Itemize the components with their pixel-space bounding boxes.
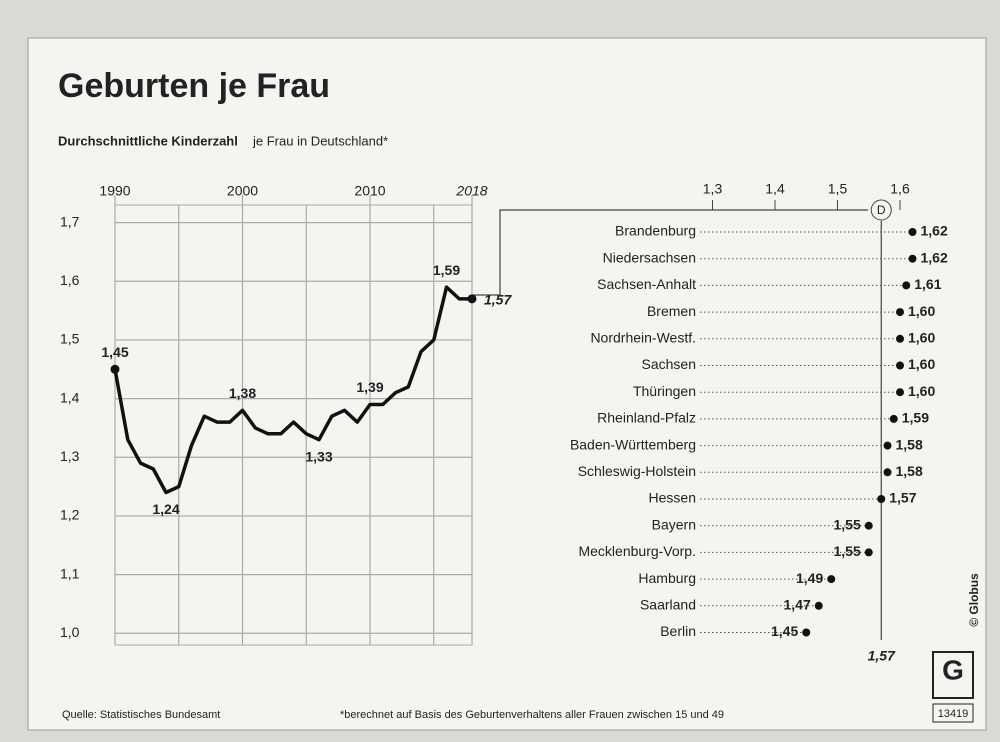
- dot: [890, 415, 898, 423]
- x-tick-label: 2018: [455, 183, 487, 199]
- category-label: Hamburg: [638, 570, 696, 586]
- category-label: Saarland: [640, 597, 696, 613]
- value-label: 1,62: [921, 249, 948, 265]
- dot: [909, 255, 917, 263]
- value-label: 1,60: [908, 303, 935, 319]
- y-tick-label: 1,1: [60, 565, 80, 581]
- reference-label: D: [877, 203, 886, 217]
- value-label: 1,59: [902, 410, 929, 426]
- y-tick-label: 1,6: [60, 272, 80, 288]
- x-tick-label: 1,3: [703, 181, 723, 197]
- end-point: [111, 365, 120, 374]
- x-tick-label: 1,4: [765, 181, 785, 197]
- category-label: Hessen: [649, 490, 696, 506]
- category-label: Rheinland-Pfalz: [597, 410, 696, 426]
- category-label: Mecklenburg-Vorp.: [578, 543, 696, 559]
- credit: © Globus: [967, 573, 981, 627]
- dot: [896, 335, 904, 343]
- dot: [896, 308, 904, 316]
- number: 13419: [938, 708, 969, 720]
- infographic: Geburten je Frau Durchschnittliche Kinde…: [0, 0, 1000, 742]
- dot: [865, 522, 873, 530]
- value-label: 1,58: [896, 436, 923, 452]
- note: *berechnet auf Basis des Geburtenverhalt…: [340, 709, 724, 721]
- title: Geburten je Frau: [58, 67, 330, 105]
- value-label: 1,38: [229, 385, 256, 401]
- dot: [877, 495, 885, 503]
- dot: [896, 362, 904, 370]
- category-label: Sachsen: [642, 356, 696, 372]
- value-label: 1,57: [484, 292, 512, 308]
- category-label: Bayern: [652, 516, 696, 532]
- dot: [902, 281, 910, 289]
- x-tick-label: 1,5: [828, 181, 848, 197]
- category-label: Bremen: [647, 303, 696, 319]
- value-label: 1,45: [771, 623, 798, 639]
- value-label: 1,60: [908, 383, 935, 399]
- x-tick-label: 1990: [99, 183, 130, 199]
- category-label: Berlin: [660, 623, 696, 639]
- dot: [884, 468, 892, 476]
- y-tick-label: 1,2: [60, 507, 80, 523]
- value-label: 1,49: [796, 570, 823, 586]
- x-tick-label: 1,6: [890, 181, 910, 197]
- page: Geburten je Frau Durchschnittliche Kinde…: [0, 0, 1000, 742]
- category-label: Nordrhein-Westf.: [590, 330, 696, 346]
- category-label: Niedersachsen: [603, 249, 696, 265]
- x-tick-label: 2000: [227, 183, 258, 199]
- y-tick-label: 1,3: [60, 448, 80, 464]
- value-label: 1,61: [914, 276, 941, 292]
- category-label: Schleswig-Holstein: [578, 463, 696, 479]
- value-label: 1,58: [896, 463, 923, 479]
- subtitle-bold: Durchschnittliche Kinderzahl: [58, 133, 238, 148]
- end-point: [468, 294, 477, 303]
- dot: [865, 548, 873, 556]
- value-label: 1,59: [433, 262, 460, 278]
- dot: [909, 228, 917, 236]
- subtitle: je Frau in Deutschland*: [252, 133, 388, 148]
- value-label: 1,62: [921, 223, 948, 239]
- value-label: 1,57: [889, 490, 916, 506]
- reference-value: 1,57: [868, 648, 896, 664]
- dot: [884, 442, 892, 450]
- dot: [815, 602, 823, 610]
- y-tick-label: 1,4: [60, 389, 80, 405]
- y-tick-label: 1,7: [60, 213, 80, 229]
- value-label: 1,55: [834, 516, 861, 532]
- y-tick-label: 1,0: [60, 624, 80, 640]
- category-label: Thüringen: [633, 383, 696, 399]
- value-label: 1,45: [101, 344, 128, 360]
- y-tick-label: 1,5: [60, 331, 80, 347]
- value-label: 1,60: [908, 356, 935, 372]
- value-label: 1,60: [908, 330, 935, 346]
- dot: [802, 629, 810, 637]
- source: Quelle: Statistisches Bundesamt: [62, 709, 220, 721]
- x-tick-label: 2010: [354, 183, 385, 199]
- value-label: 1,39: [356, 379, 383, 395]
- category-label: Brandenburg: [615, 223, 696, 239]
- category-label: Baden-Württemberg: [570, 436, 696, 452]
- value-label: 1,24: [152, 501, 179, 517]
- category-label: Sachsen-Anhalt: [597, 276, 696, 292]
- value-label: 1,47: [784, 597, 811, 613]
- logo: G: [942, 654, 964, 685]
- dot: [896, 388, 904, 396]
- dot: [827, 575, 835, 583]
- value-label: 1,33: [305, 448, 332, 464]
- value-label: 1,55: [834, 543, 861, 559]
